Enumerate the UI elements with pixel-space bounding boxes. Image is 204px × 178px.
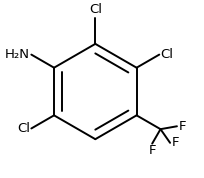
Text: F: F — [178, 120, 186, 133]
Text: F: F — [171, 136, 179, 149]
Text: Cl: Cl — [89, 3, 102, 16]
Text: Cl: Cl — [17, 122, 30, 135]
Text: F: F — [149, 145, 156, 158]
Text: H₂N: H₂N — [5, 48, 30, 61]
Text: Cl: Cl — [161, 48, 174, 61]
